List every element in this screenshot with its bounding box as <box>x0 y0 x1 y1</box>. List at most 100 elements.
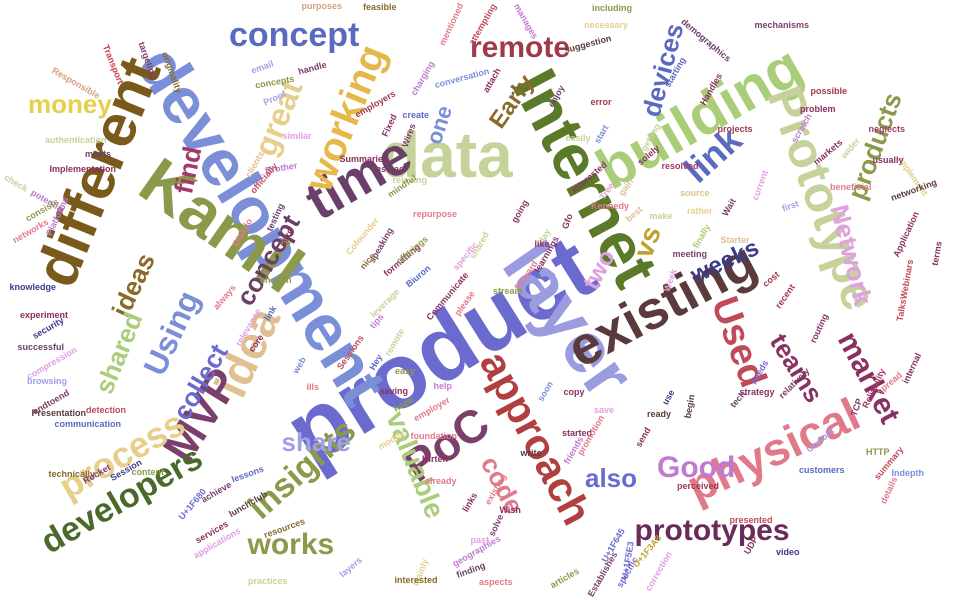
cloud-word: copy <box>563 386 585 397</box>
cloud-word: relaxing <box>392 174 428 185</box>
cloud-word: works <box>247 528 335 561</box>
cloud-word: like <box>534 238 550 249</box>
cloud-word: meeting <box>672 248 708 259</box>
cloud-word: current <box>749 168 770 202</box>
cloud-word: cost <box>760 268 781 289</box>
cloud-word: purposes <box>301 1 343 11</box>
cloud-word: similar <box>282 130 312 141</box>
cloud-word: use <box>660 387 677 406</box>
cloud-word: strategy <box>739 386 775 397</box>
cloud-word: Presentation <box>31 407 87 418</box>
cloud-word: already <box>425 475 457 486</box>
cloud-word: leverage <box>367 286 401 320</box>
cloud-word: links <box>459 490 479 514</box>
cloud-word: presented <box>729 514 773 525</box>
cloud-word: help <box>433 380 453 391</box>
cloud-word: video <box>776 546 800 557</box>
cloud-word: HTTP <box>866 446 890 457</box>
cloud-word: error <box>590 96 612 107</box>
cloud-word: successful <box>17 341 65 352</box>
cloud-word: necessary <box>584 19 629 30</box>
cloud-word: communication <box>54 418 122 429</box>
cloud-word: suggestion <box>563 32 613 55</box>
cloud-word: experiment <box>20 309 69 320</box>
cloud-word: money <box>28 89 112 119</box>
cloud-word: begin <box>682 393 697 419</box>
cloud-word: easy <box>395 365 416 376</box>
cloud-word: Instead <box>373 163 405 174</box>
cloud-word: send <box>632 425 653 449</box>
cloud-word: source <box>680 187 710 198</box>
cloud-word: layers <box>337 554 364 579</box>
cloud-word: ills <box>306 381 320 392</box>
cloud-word: going <box>508 197 530 224</box>
cloud-word: stream <box>493 285 523 296</box>
cloud-word: Wait <box>719 196 738 218</box>
cloud-word: offerings <box>393 233 430 266</box>
cloud-word: solve <box>486 512 505 538</box>
cloud-word: physical <box>678 387 868 513</box>
cloud-word: handle <box>296 58 328 77</box>
cloud-word: meets <box>85 148 112 159</box>
cloud-word: save <box>594 404 615 415</box>
cloud-word: Indepth <box>891 467 925 478</box>
cloud-word: concept <box>229 16 360 54</box>
cloud-word: charging <box>408 58 437 97</box>
cloud-word: data <box>381 119 513 191</box>
cloud-word: saving <box>379 385 409 396</box>
cloud-word: Summaries <box>339 153 389 164</box>
cloud-word: started <box>562 427 593 438</box>
cloud-word: beneficial <box>830 181 872 192</box>
cloud-word: write <box>520 447 542 458</box>
cloud-word: shared <box>88 307 149 399</box>
cloud-word: make <box>649 210 673 221</box>
cloud-word: terms <box>929 239 944 266</box>
cloud-word: prototypes <box>634 514 790 547</box>
cloud-word: Wish <box>499 504 521 515</box>
cloud-word: also <box>585 463 638 493</box>
cloud-word: Kennedy <box>591 200 630 211</box>
cloud-word: Hirten <box>422 453 449 464</box>
cloud-word: neglects <box>868 123 906 134</box>
cloud-word: problem <box>800 103 836 114</box>
cloud-word: remote <box>470 31 571 64</box>
cloud-word: Application <box>890 209 921 259</box>
cloud-word: feasible <box>363 1 397 12</box>
cloud-word: email <box>249 57 275 76</box>
cloud-word: TalksWebinars <box>893 258 915 322</box>
cloud-word: ready <box>647 408 672 419</box>
cloud-word: foundation <box>410 430 458 441</box>
cloud-word: soon <box>535 378 556 403</box>
cloud-word: usually <box>872 154 904 165</box>
cloud-word: content <box>131 466 165 477</box>
cloud-word: articles <box>548 565 581 590</box>
cloud-word: past <box>470 534 490 545</box>
cloud-word: recent <box>772 281 797 310</box>
cloud-word: demographics <box>679 16 733 64</box>
cloud-word: Starter <box>720 234 750 245</box>
cloud-word: routing <box>807 311 830 344</box>
cloud-word: mentioned <box>437 1 466 48</box>
cloud-word: Implementation <box>49 163 117 174</box>
cloud-word: including <box>592 2 632 13</box>
cloud-word: Good <box>657 451 736 484</box>
cloud-word: Biuron <box>403 262 433 289</box>
cloud-word: U+1F680 <box>175 486 208 522</box>
cloud-word: authentication <box>45 134 107 145</box>
cloud-word: practices <box>248 575 288 586</box>
cloud-word: easily <box>565 132 591 143</box>
cloud-word: browsing <box>27 375 67 386</box>
cloud-word: projects <box>717 123 753 134</box>
cloud-word: ideas <box>105 248 161 322</box>
cloud-word: chosen <box>260 274 292 285</box>
cloud-word: detection <box>86 404 127 415</box>
cloud-word: customers <box>799 464 845 475</box>
cloud-word: create <box>402 109 430 120</box>
cloud-word: aspects <box>479 576 513 587</box>
cloud-word: repurpose <box>413 208 458 219</box>
cloud-word: interested <box>394 574 438 585</box>
cloud-word: share <box>281 427 351 457</box>
cloud-word: knowledge <box>9 281 57 292</box>
cloud-word: check <box>2 171 30 194</box>
